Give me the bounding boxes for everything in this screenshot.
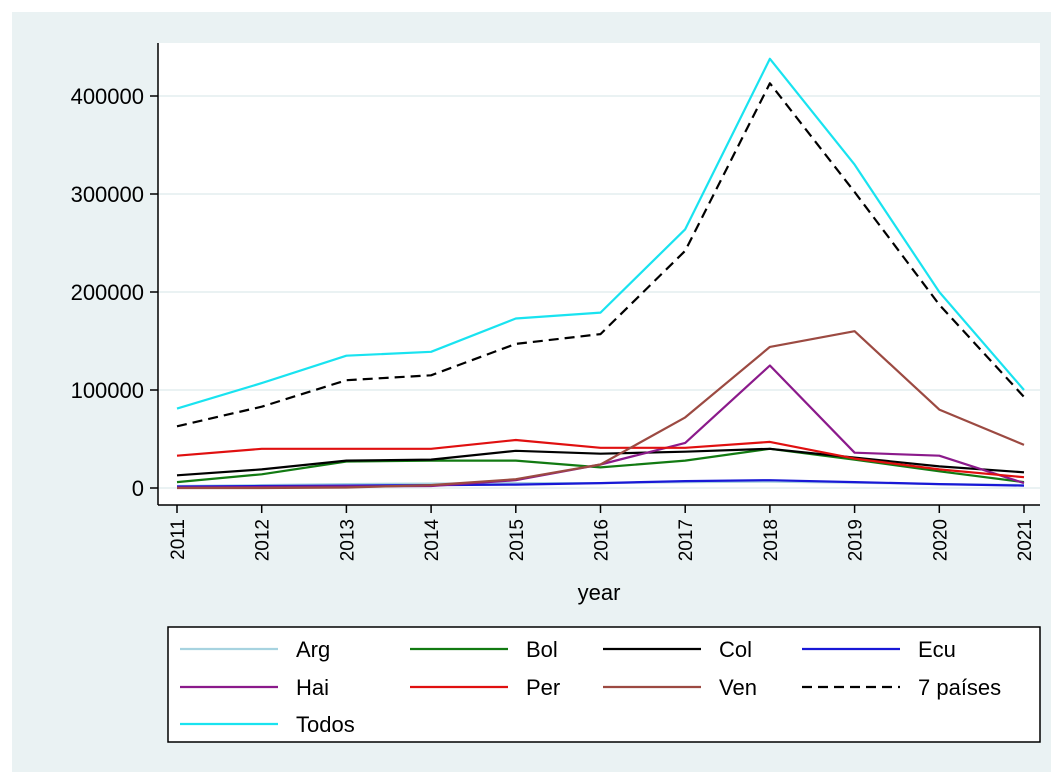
legend-label: Bol xyxy=(526,637,558,662)
legend-label: Ven xyxy=(719,675,757,700)
legend-label: 7 países xyxy=(918,675,1001,700)
legend-label: Col xyxy=(719,637,752,662)
x-tick-label: 2016 xyxy=(592,519,613,561)
x-tick-label: 2013 xyxy=(337,519,358,561)
legend-label: Ecu xyxy=(918,637,956,662)
x-tick-label: 2021 xyxy=(1015,519,1036,561)
series-line-per xyxy=(176,438,1025,479)
y-tick-label: 300000 xyxy=(71,182,144,207)
series-line-bol xyxy=(176,447,1025,484)
x-tick-label: 2020 xyxy=(930,519,951,561)
legend-label: Hai xyxy=(296,675,329,700)
x-tick-label: 2018 xyxy=(761,519,782,561)
axes xyxy=(150,43,1040,513)
legend: Arg Bol Col Ecu Hai Per Ven 7 países Todos xyxy=(180,637,1001,737)
y-tick-label: 100000 xyxy=(71,378,144,403)
series-line-ven xyxy=(177,330,1025,490)
x-tick-label: 2019 xyxy=(846,519,867,561)
x-tick-label: 2011 xyxy=(168,519,189,560)
series-line-todos xyxy=(176,57,1025,410)
y-tick-label: 0 xyxy=(132,476,144,501)
y-tick-label: 400000 xyxy=(71,84,144,109)
x-tick-label: 2017 xyxy=(676,519,697,561)
plot-area xyxy=(158,43,1040,505)
tick-labels: 0 100000 200000 300000 400000 2011 2012 2013 201… xyxy=(71,84,1036,561)
legend-label: Per xyxy=(526,675,560,700)
y-tick-label: 200000 xyxy=(71,280,144,305)
series-lines xyxy=(176,57,1025,490)
x-tick-label: 2015 xyxy=(507,519,528,561)
series-line-col xyxy=(176,447,1025,477)
legend-label: Todos xyxy=(296,712,355,737)
x-tick-label: 2014 xyxy=(422,519,443,562)
legend-box xyxy=(167,626,1041,743)
x-axis-title: year xyxy=(578,580,621,605)
x-tick-label: 2012 xyxy=(253,519,274,561)
series-line-7-pa-ses xyxy=(176,82,1025,428)
legend-label: Arg xyxy=(296,637,330,662)
